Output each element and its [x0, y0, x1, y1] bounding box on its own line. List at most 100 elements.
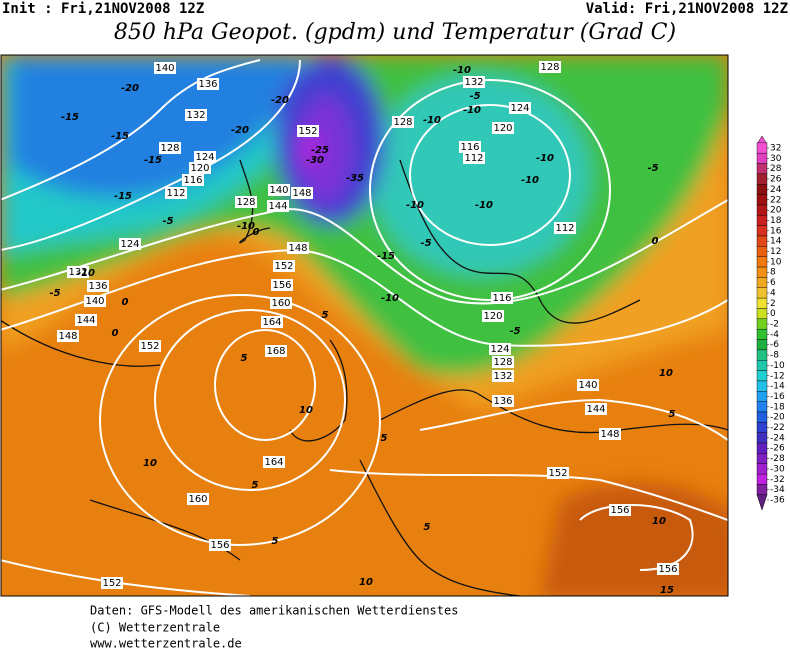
colorbar-box: [756, 484, 768, 496]
contour-label-box: [271, 279, 293, 291]
map-labels: 1401361321281241201161121241321361401441…: [49, 61, 679, 596]
contour-label: 152: [102, 578, 121, 589]
contour-label-box: [268, 184, 290, 196]
contour-label: 148: [292, 188, 311, 199]
contour-label: 132: [493, 371, 512, 382]
contour-label-box: [209, 539, 231, 551]
temperature-label: 10: [659, 368, 673, 379]
contour-label: 140: [269, 185, 288, 196]
colorbar-box: [756, 173, 768, 185]
contour-label: 164: [264, 457, 283, 468]
colorbar-label: 6: [770, 278, 776, 288]
contour-label: 112: [166, 188, 185, 199]
contour-label: 112: [464, 153, 483, 164]
colorbar-box: [756, 349, 768, 361]
temperature-label: 5: [381, 433, 388, 444]
colorbar-label: -36: [770, 496, 785, 506]
colorbar-label: 24: [770, 185, 782, 195]
contour-label-box: [492, 356, 514, 368]
contour-label: 144: [76, 315, 95, 326]
colorbar-box: [756, 422, 768, 433]
footer-line: www.wetterzentrale.de: [90, 637, 242, 648]
map-area: 1401361321281241201161121241321361401441…: [1, 55, 728, 596]
colorbar-box: [756, 411, 768, 423]
colorbar-box: [756, 225, 768, 237]
contour-label: 120: [493, 123, 512, 134]
colorbar-label: 2: [770, 299, 776, 309]
temperature-label: 0: [112, 328, 119, 339]
colorbar-box: [756, 256, 768, 268]
temperature-label: -10: [475, 200, 493, 211]
contour-label-box: [297, 125, 319, 137]
temperature-label: 5: [252, 480, 259, 491]
temperature-label: 5: [241, 353, 248, 364]
temperature-label: -15: [144, 155, 162, 166]
contour-label: 156: [210, 540, 229, 551]
contour-label: 160: [271, 298, 290, 309]
map-title: 850 hPa Geopot. (gpdm) und Temperatur (G…: [114, 20, 676, 45]
contour-label: 144: [268, 201, 287, 212]
map-frame: [0, 54, 729, 597]
contour-label: 140: [85, 296, 104, 307]
contour-label: 136: [198, 79, 217, 90]
contour-label-box: [182, 174, 204, 186]
colorbar-label: 0: [770, 309, 776, 319]
temperature-label: 0: [652, 236, 659, 247]
contour-label-box: [67, 266, 89, 278]
contour-label: 156: [610, 505, 629, 516]
colorbar-box: [756, 339, 768, 351]
contour-label-box: [189, 162, 211, 174]
colorbar-box: [756, 391, 768, 402]
colorbar-box: [756, 194, 768, 206]
colorbar-box: [756, 473, 768, 485]
contour-label: 164: [262, 317, 281, 328]
contour-label-box: [463, 152, 485, 164]
colorbar-label: -20: [770, 413, 785, 423]
contour-label-box: [489, 343, 511, 355]
temperature-label: 10: [299, 405, 313, 416]
colorbar-label: -2: [770, 320, 779, 330]
contour-label: 116: [183, 175, 202, 186]
contour-label-box: [291, 187, 313, 199]
colorbar-label: -24: [770, 433, 785, 443]
colorbar-label: -12: [770, 371, 785, 381]
colorbar-box: [756, 277, 768, 288]
temperature-label: -15: [111, 131, 129, 142]
temperature-label: -20: [121, 83, 139, 94]
colorbar-label: -26: [770, 444, 785, 454]
contour-label: 160: [188, 494, 207, 505]
contour-label: 128: [493, 357, 512, 368]
temperature-label: -20: [231, 125, 249, 136]
contour-label-box: [185, 109, 207, 121]
isohypse: [369, 79, 611, 301]
contour-label: 124: [120, 239, 139, 250]
temperature-label: -10: [381, 293, 399, 304]
temperature-label: 10: [359, 577, 373, 588]
contour-label-box: [159, 142, 181, 154]
colorbar-label: -6: [770, 340, 779, 350]
temperature-label: -10: [453, 65, 471, 76]
contour-label: 152: [548, 468, 567, 479]
contour-label: 148: [600, 429, 619, 440]
colorbar-label: -28: [770, 454, 785, 464]
contour-label-box: [577, 379, 599, 391]
footer-line: (C) Wetterzentrale: [90, 621, 220, 635]
contour-label-box: [609, 504, 631, 516]
temperature-shading: [1, 55, 728, 596]
colorbar-label: -16: [770, 392, 785, 402]
coastline: [379, 389, 728, 434]
contour-label: 132: [186, 110, 205, 121]
temperature-label: 5: [322, 310, 329, 321]
contour-label: 116: [492, 293, 511, 304]
colorbar-label: 32: [770, 144, 781, 154]
contour-label-box: [75, 314, 97, 326]
contour-label-box: [101, 577, 123, 589]
contour-label-box: [463, 76, 485, 88]
contour-label-box: [119, 238, 141, 250]
temperature-label: -30: [306, 155, 324, 166]
temperature-label: 5: [424, 522, 431, 533]
footer-line: Daten: GFS-Modell des amerikanischen Wet…: [90, 604, 458, 618]
temperature-label: 0: [122, 297, 129, 308]
colorbar-box: [756, 380, 768, 392]
isohypse: [1, 59, 261, 201]
